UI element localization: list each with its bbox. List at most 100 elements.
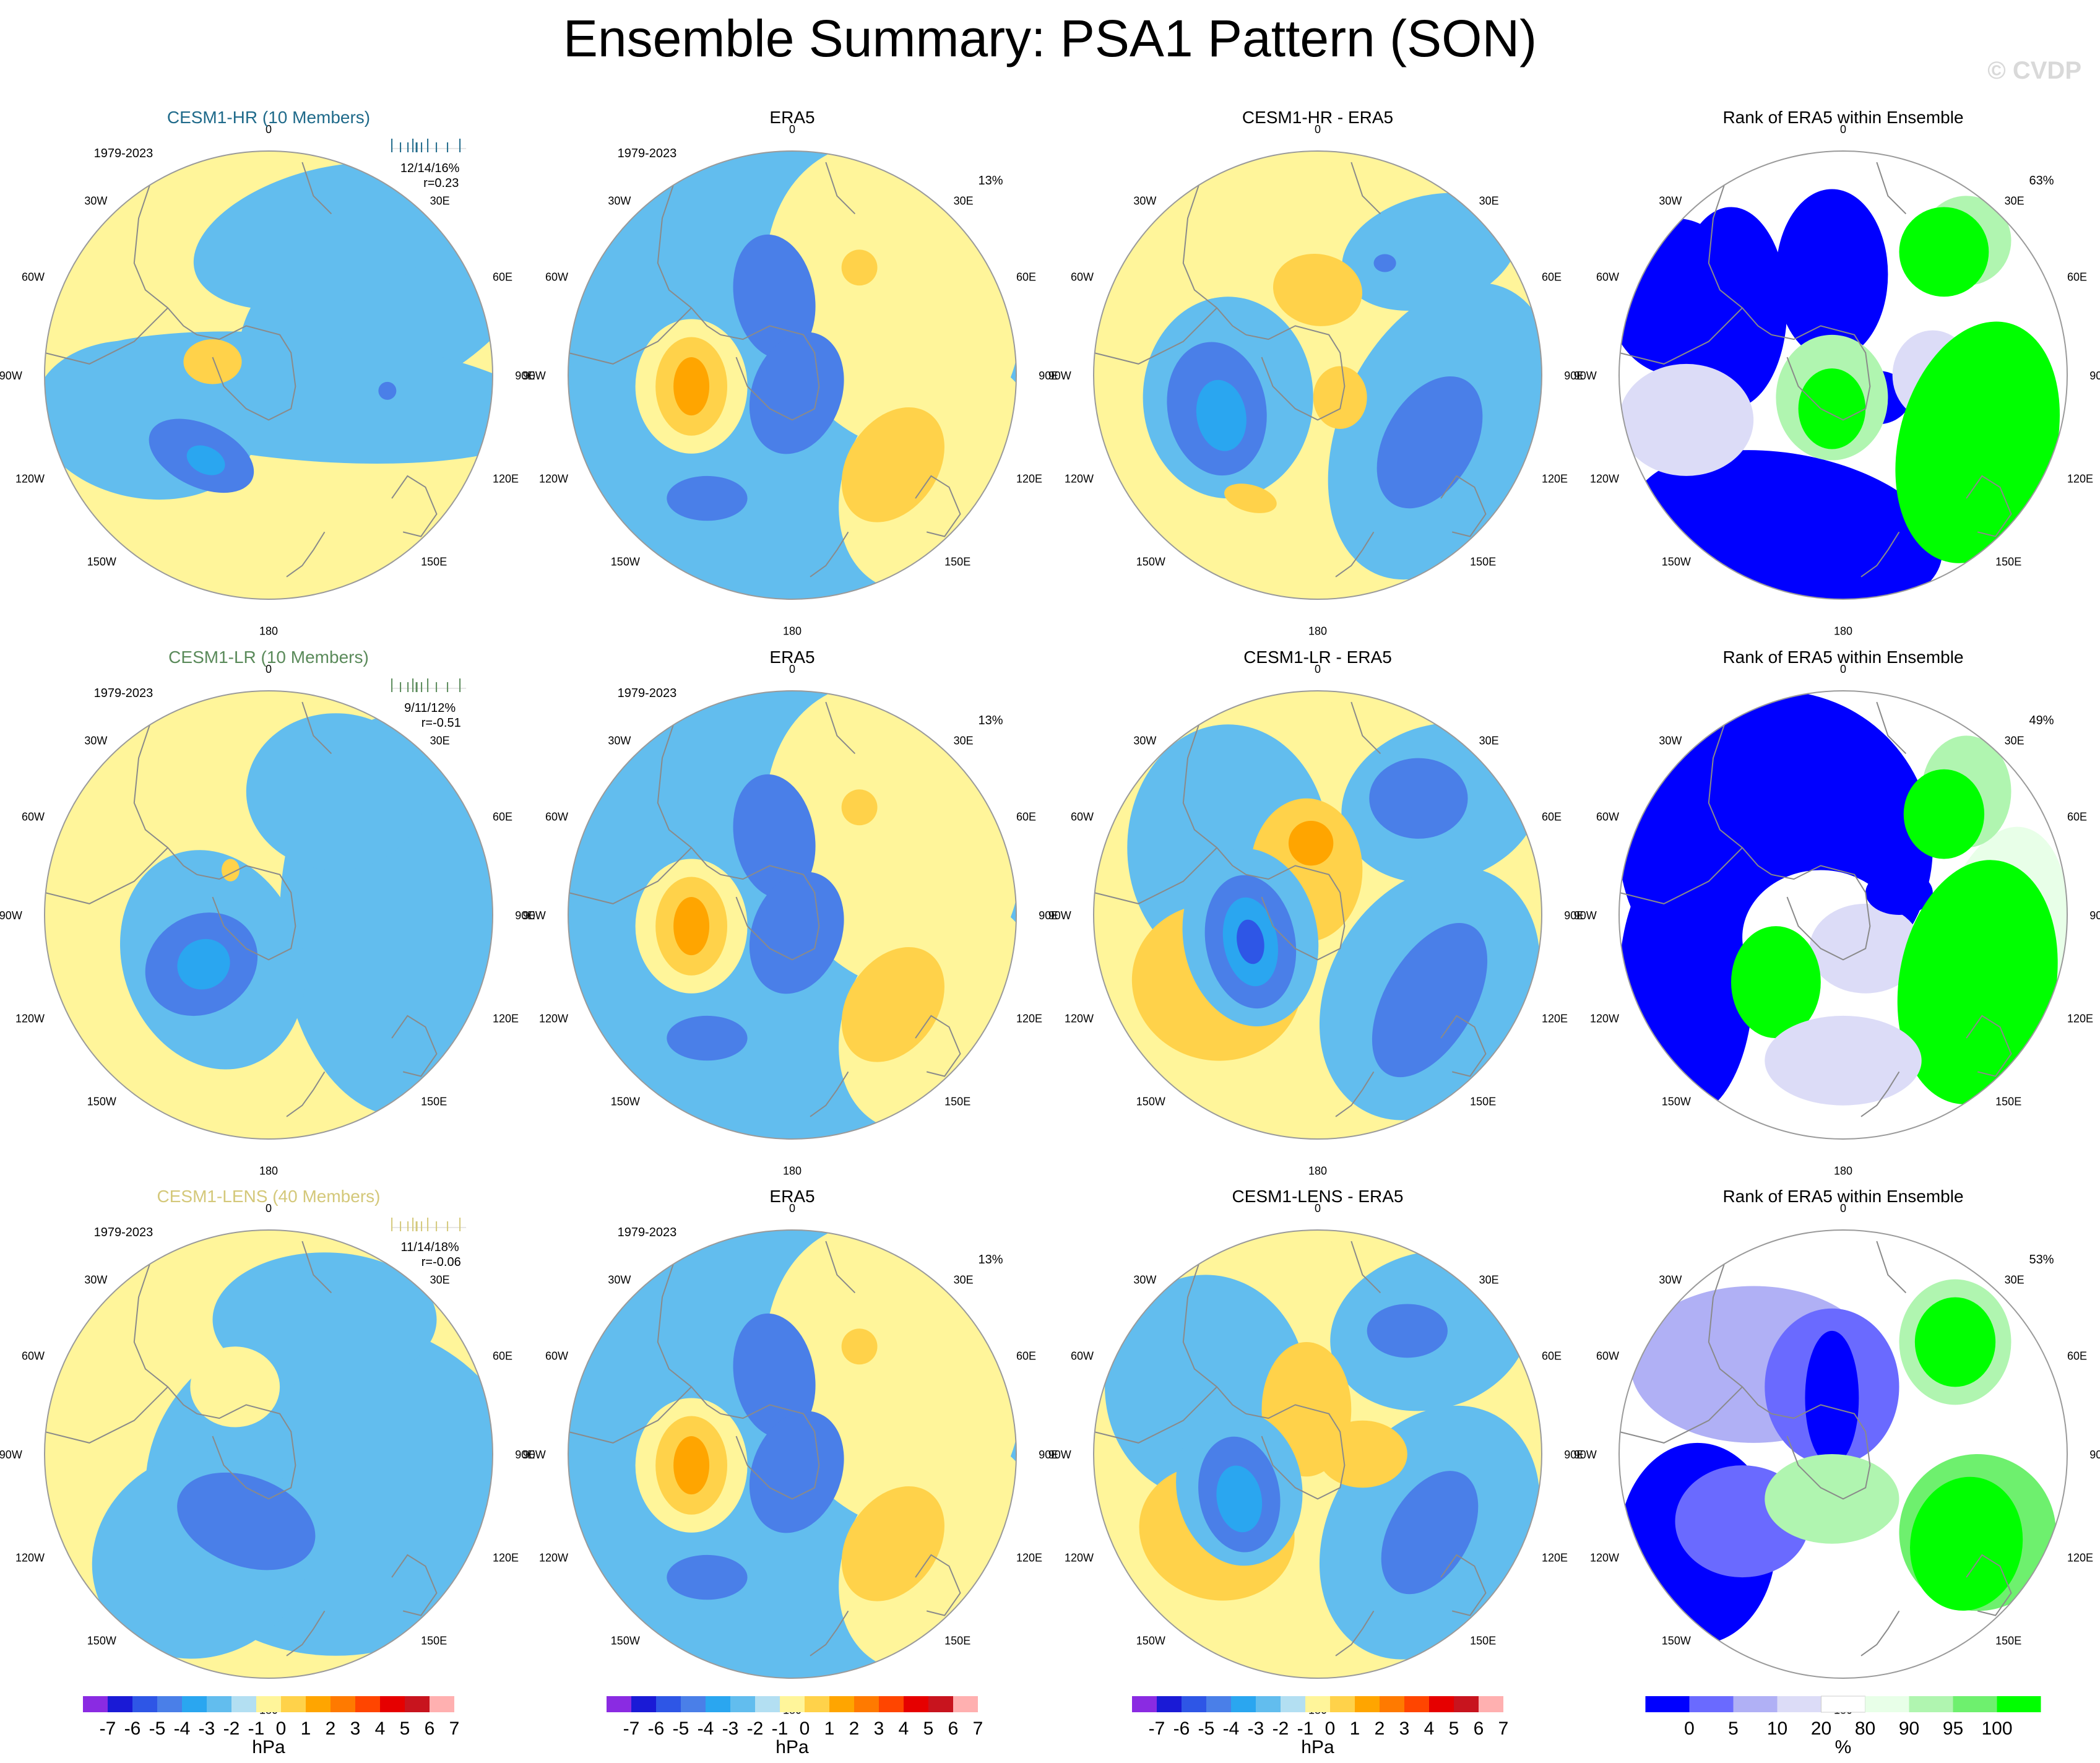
map-boundary xyxy=(44,150,493,600)
colorbar-tick: 3 xyxy=(874,1718,884,1739)
panel-title: ERA5 xyxy=(769,1187,815,1206)
coastline-5 xyxy=(1619,847,1743,904)
coastline-2 xyxy=(825,701,856,755)
contour-region-8 xyxy=(673,1436,710,1495)
longitude-label: 30W xyxy=(1659,735,1682,747)
colorbar-swatch xyxy=(928,1696,953,1712)
longitude-label: 120E xyxy=(1016,1552,1042,1564)
longitude-label: 150W xyxy=(87,1634,116,1647)
longitude-label: 180 xyxy=(1308,1165,1327,1177)
pattern-variance-pct: 13% xyxy=(978,1253,1003,1267)
ensemble-spread-ticks xyxy=(391,1218,467,1231)
contour-region-5 xyxy=(749,332,844,454)
contour-fill xyxy=(45,691,493,1139)
longitude-label: 0 xyxy=(789,1202,795,1215)
longitude-label: 180 xyxy=(783,1165,802,1177)
longitude-label: 30E xyxy=(954,195,974,207)
longitude-label: 60E xyxy=(493,271,512,284)
contour-fill xyxy=(1094,691,1542,1139)
contour-region-6 xyxy=(1318,1420,1407,1488)
contour-region-5 xyxy=(177,938,230,990)
longitude-label: 120E xyxy=(1542,473,1568,485)
longitude-label: 120W xyxy=(15,1552,45,1564)
coastline-1 xyxy=(1771,325,1871,421)
colorbar-tick: 20 xyxy=(1811,1718,1831,1739)
map-panel-r1-c1: 0 30W 60W 90W 120W 150W 180 30E 60E 90E 120E 150E CE… xyxy=(0,108,535,638)
longitude-label: 90E xyxy=(2089,909,2100,922)
panel-title: CESM1-HR - ERA5 xyxy=(1242,108,1393,127)
contour-region-11 xyxy=(1369,758,1468,839)
coastline-1 xyxy=(197,865,296,961)
longitude-label: 120E xyxy=(1016,1013,1042,1025)
longitude-label: 150W xyxy=(611,1634,640,1647)
period-label: 1979-2023 xyxy=(618,1226,677,1239)
panel-title: ERA5 xyxy=(769,648,815,667)
map-panel-r1-c2: 0 30W 60W 90W 120W 150W 180 30E 60E 90E 120E 150E ER… xyxy=(523,108,1058,638)
longitude-label: 150E xyxy=(944,1634,970,1647)
panel-title: CESM1-HR (10 Members) xyxy=(167,108,370,127)
contour-region-5 xyxy=(1865,870,1933,916)
longitude-label: 30W xyxy=(1133,735,1156,747)
colorbar-swatch xyxy=(1689,1696,1734,1712)
coastline-0 xyxy=(657,178,721,336)
period-label: 1979-2023 xyxy=(618,147,677,160)
colorbar-tick: 0 xyxy=(800,1718,810,1739)
longitude-label: 90W xyxy=(0,370,22,382)
colorbar-tick: 2 xyxy=(849,1718,860,1739)
coastline-1 xyxy=(720,865,820,961)
coastline-1 xyxy=(720,325,820,421)
longitude-label: 150W xyxy=(1662,555,1691,568)
colorbar-swatch xyxy=(108,1696,132,1712)
longitude-label: 90E xyxy=(2089,1449,2100,1461)
longitude-label: 30E xyxy=(954,1274,974,1286)
contour-region-5 xyxy=(190,1346,280,1427)
colorbar-swatch xyxy=(281,1696,306,1712)
coastline-3 xyxy=(391,475,438,537)
contour-fill xyxy=(1094,151,1542,599)
longitude-label: 30W xyxy=(84,735,107,747)
longitude-label: 60W xyxy=(1596,1350,1619,1362)
contour-region-12 xyxy=(1899,207,1989,297)
period-label: 1979-2023 xyxy=(94,687,153,700)
colorbar-tick: 6 xyxy=(948,1718,959,1739)
longitude-label: 30E xyxy=(954,735,974,747)
longitude-label: 0 xyxy=(266,1202,272,1215)
longitude-label: 30W xyxy=(1659,1274,1682,1286)
colorbar-tick: -7 xyxy=(1149,1718,1165,1739)
longitude-label: 120W xyxy=(15,473,45,485)
panel-title: Rank of ERA5 within Ensemble xyxy=(1722,108,1963,127)
colorbar-tick: -4 xyxy=(698,1718,714,1739)
longitude-label: 90E xyxy=(1039,370,1058,382)
contour-region-3 xyxy=(212,1252,437,1387)
pattern-variance-pct: 53% xyxy=(2029,1253,2054,1267)
contour-region-6 xyxy=(667,1015,748,1061)
coastline-2 xyxy=(1876,701,1907,755)
longitude-label: 120W xyxy=(1590,1013,1619,1025)
longitude-label: 150E xyxy=(421,1634,447,1647)
colorbar-swatch xyxy=(1429,1696,1454,1712)
contour-region-8 xyxy=(1731,926,1821,1039)
map-boundary xyxy=(1093,690,1542,1140)
longitude-label: 90W xyxy=(0,909,22,922)
colorbar-tick: 90 xyxy=(1899,1718,1919,1739)
colorbar-tick: 4 xyxy=(375,1718,386,1739)
longitude-label: 120E xyxy=(1542,1013,1568,1025)
colorbar-tick: -3 xyxy=(199,1718,215,1739)
coastline-3 xyxy=(915,1554,961,1616)
longitude-label: 120W xyxy=(539,1013,568,1025)
longitude-label: 90E xyxy=(1039,909,1058,922)
coastline-4 xyxy=(1335,1071,1375,1117)
contour-region-8 xyxy=(673,357,710,416)
map-boundary xyxy=(568,1229,1017,1679)
panel-title: CESM1-LENS (40 Members) xyxy=(157,1187,381,1206)
coastline-0 xyxy=(657,1257,721,1414)
colorbar-tick: 6 xyxy=(1474,1718,1484,1739)
coastline-1 xyxy=(1246,1404,1346,1500)
longitude-label: 30W xyxy=(608,735,631,747)
map-panel-r3-c4: 030W60W90W120W150W18030E60E90E120E150ERa… xyxy=(1574,1187,2100,1717)
coastline-4 xyxy=(1335,1610,1375,1657)
contour-region-6 xyxy=(1765,1454,1899,1544)
longitude-label: 90W xyxy=(523,370,546,382)
colorbar-swatch xyxy=(904,1696,928,1712)
coastline-2 xyxy=(1350,701,1381,755)
